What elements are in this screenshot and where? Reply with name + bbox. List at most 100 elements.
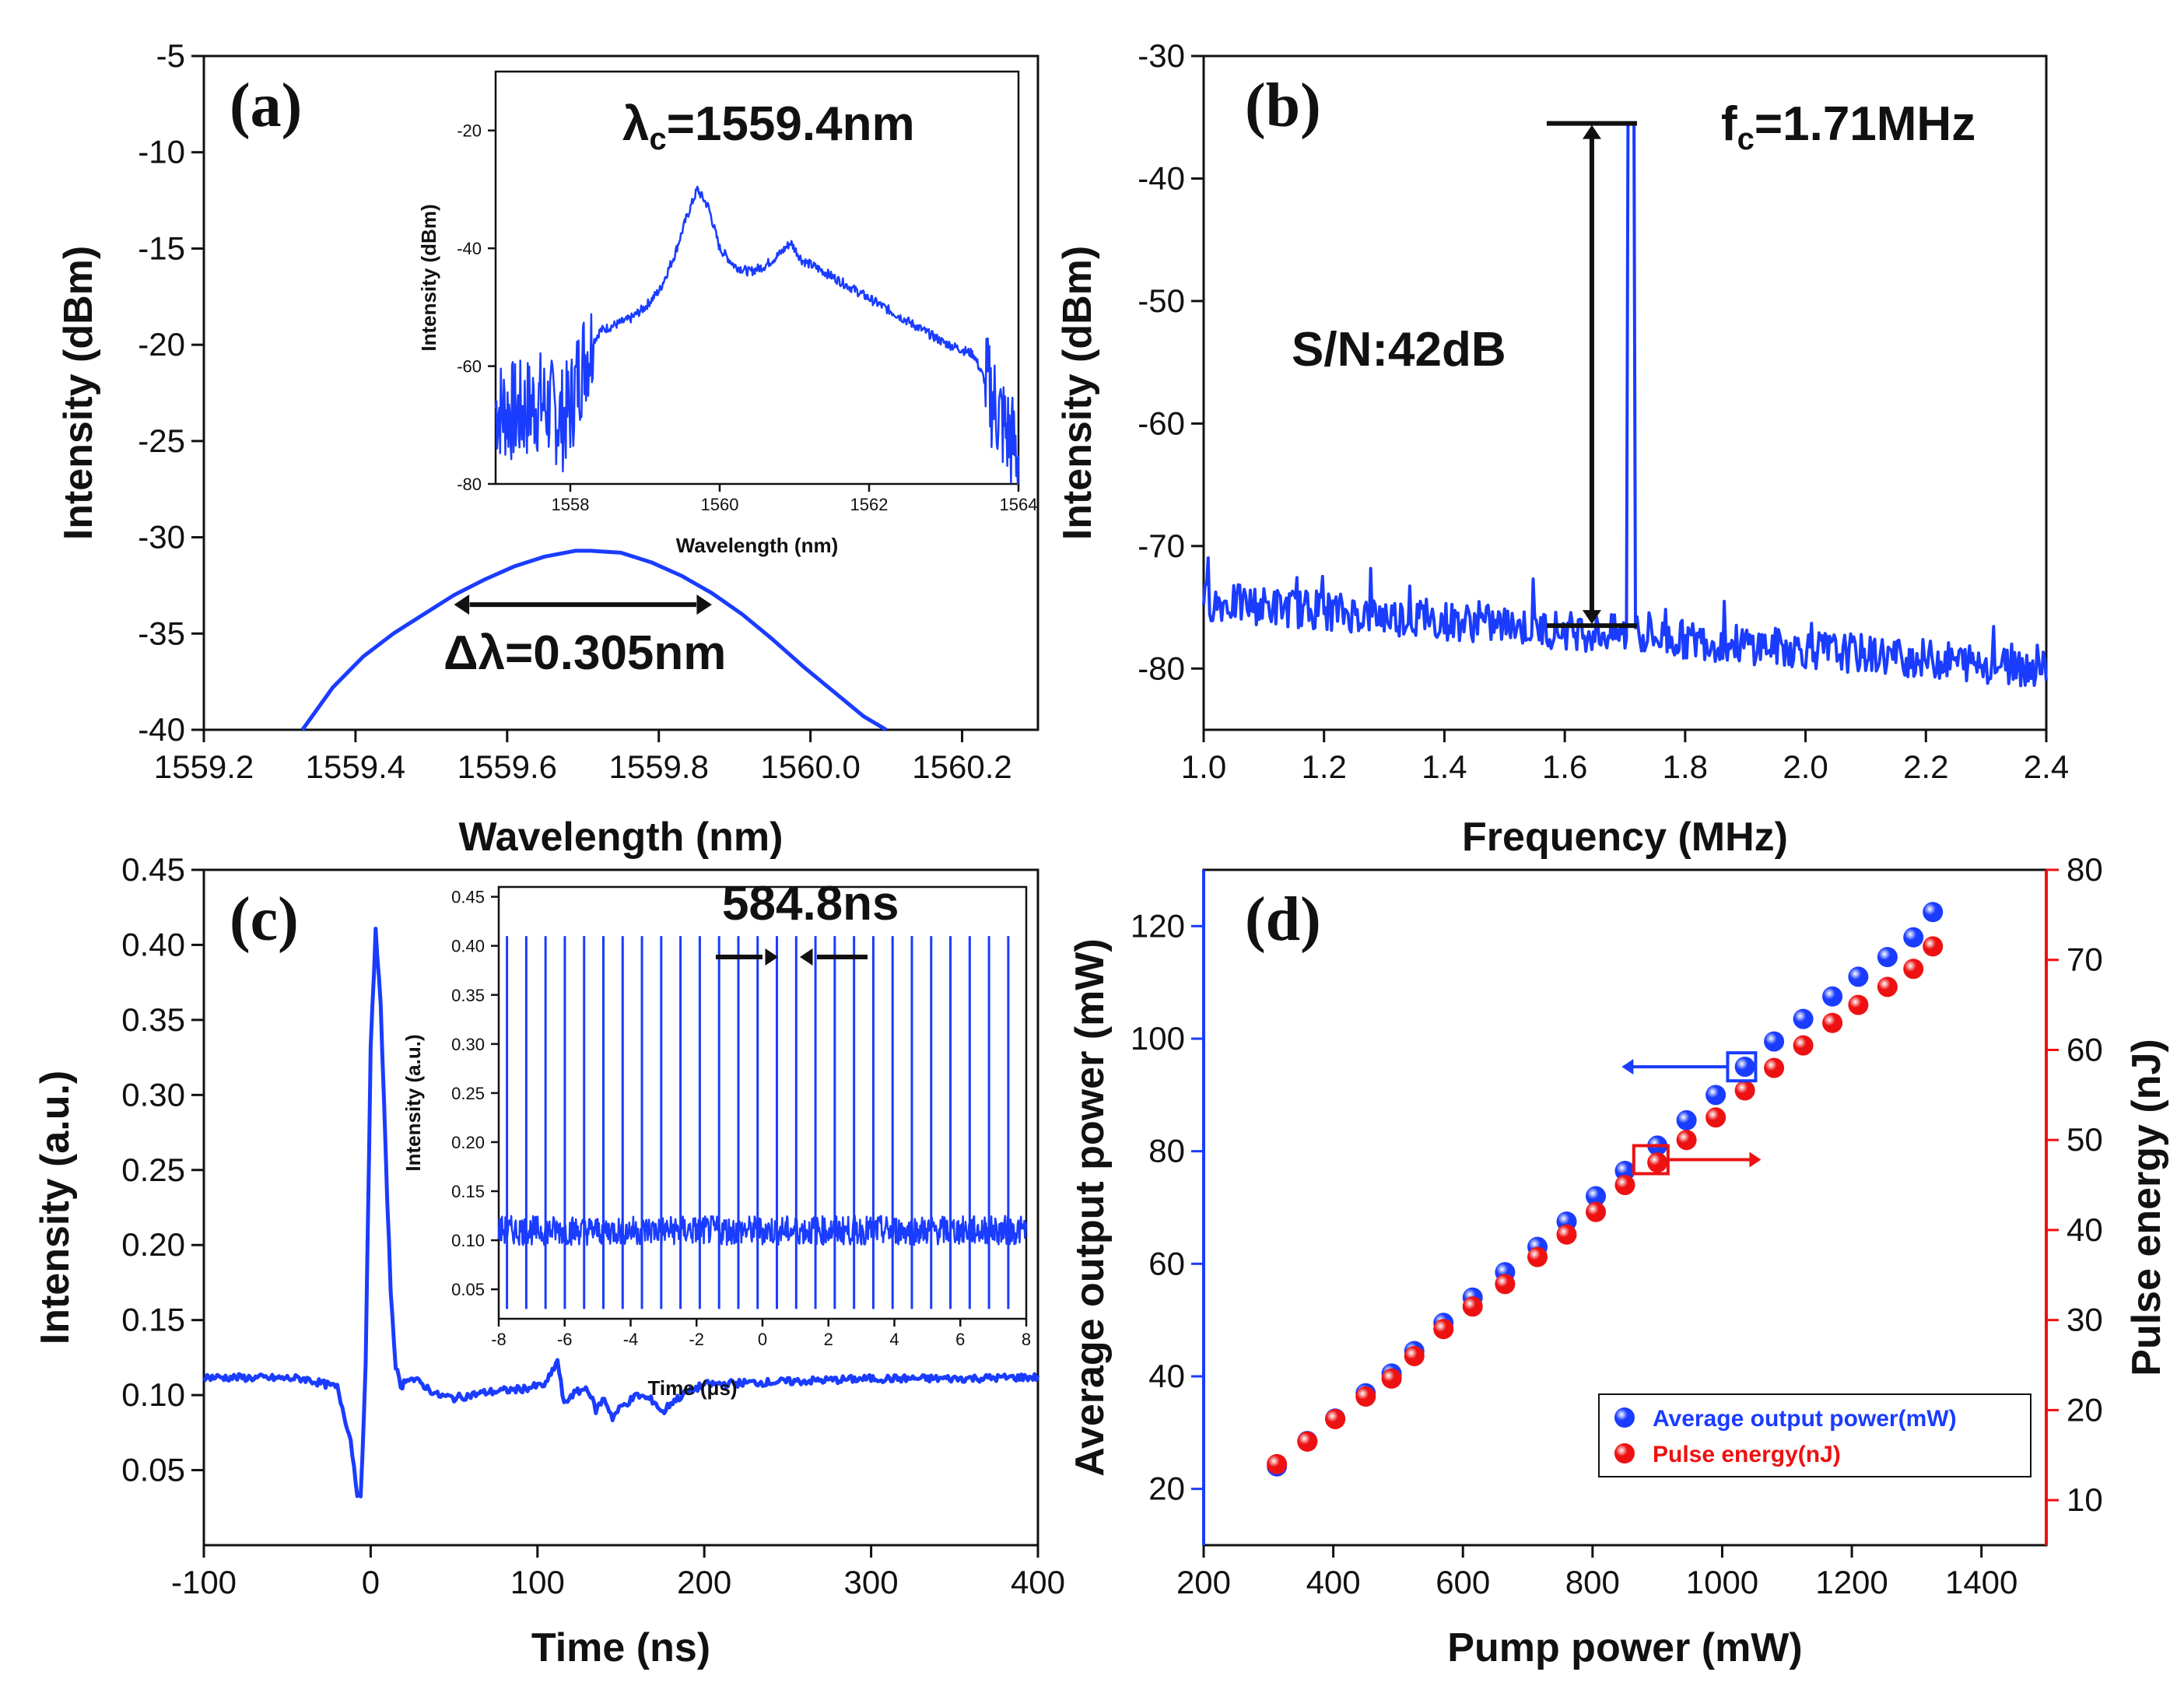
inset-spectrum-line [494, 185, 1020, 485]
x-tick-label: 1.4 [1422, 748, 1467, 785]
legend: Average output power(mW) Pulse energy(nJ) [1598, 1393, 2032, 1477]
inset-y-axis-title-c: Intensity (a.u.) [401, 1034, 425, 1171]
y-tick-label: 0.15 [121, 1302, 185, 1338]
single-pulse-line [202, 927, 1040, 1498]
avg-power-point [1793, 1008, 1814, 1029]
y-tick-label: 0.40 [121, 926, 185, 962]
center-wavelength-lambda: λ [622, 97, 649, 151]
x-tick-label: 0 [758, 1330, 767, 1349]
right-tick-label: 60 [2067, 1031, 2103, 1067]
y-tick-label: 40 [1148, 1358, 1185, 1394]
fwhm-arrow-right-head [696, 594, 712, 615]
y-tick-label: 0.35 [451, 986, 485, 1005]
y-tick-label: 0.20 [121, 1226, 185, 1263]
y-tick-label: -40 [457, 239, 482, 258]
y-tick-label: 0.05 [451, 1280, 485, 1299]
panel-label-c: (c) [230, 885, 299, 954]
pulse-energy-point [1822, 1012, 1843, 1033]
legend-marker-pulse-energy [1614, 1443, 1635, 1463]
y-tick-label: 0.25 [451, 1084, 485, 1103]
avg-power-point [1877, 947, 1898, 968]
avg-power-point [1848, 966, 1869, 987]
pulse-energy-point [1433, 1319, 1454, 1340]
x-tick-label: 1.8 [1663, 748, 1708, 785]
y-tick-label: -80 [457, 475, 482, 494]
x-tick-label: 1559.8 [608, 748, 708, 785]
x-tick-label: 2.2 [1903, 748, 1948, 785]
x-tick-label: 1559.2 [154, 748, 254, 785]
center-frequency-sub: c [1737, 122, 1755, 156]
pulse-energy-point [1793, 1035, 1814, 1056]
pulse-energy-point [1297, 1431, 1318, 1452]
center-frequency-value: =1.71MHz [1755, 97, 1975, 151]
x-tick-label: -6 [557, 1330, 573, 1349]
y-tick-label: 0.30 [451, 1035, 485, 1054]
pulse-energy-point [1267, 1453, 1288, 1474]
x-tick-label: 1200 [1815, 1564, 1888, 1600]
y-tick-label: -30 [138, 519, 185, 556]
pulse-energy-point [1903, 959, 1924, 980]
x-tick-label: 8 [1022, 1330, 1031, 1349]
y-tick-label: -20 [138, 326, 185, 363]
pulse-energy-point [1556, 1224, 1577, 1245]
y-tick-label: -50 [1138, 282, 1185, 319]
right-tick-label: 80 [2067, 851, 2103, 888]
avg-power-point [1676, 1109, 1697, 1130]
x-axis-title-c: Time (ns) [531, 1625, 710, 1670]
avg-power-point [1822, 986, 1843, 1007]
panel-a-inset-axes: 1558 1560 1562 1564 -80 -60 -40 -20 Wavelength (… [417, 70, 1037, 557]
avg-power-point [1764, 1031, 1785, 1052]
red-indicator-arrow-head [1749, 1151, 1762, 1168]
avg-power-point [1734, 1057, 1755, 1078]
right-tick-label: 30 [2067, 1302, 2103, 1338]
center-wavelength-value: =1559.4nm [667, 97, 915, 151]
x-tick-label: 0 [362, 1564, 380, 1600]
period-arrow-left-head [800, 948, 813, 966]
y-tick-label: 120 [1131, 907, 1185, 944]
y-tick-label: 0.25 [121, 1151, 185, 1188]
center-frequency-f: f [1721, 97, 1737, 151]
plot-frame [494, 70, 1020, 485]
legend-marker-avg-power [1614, 1407, 1635, 1428]
x-tick-label: 200 [677, 1564, 731, 1600]
x-axis-title-d: Pump power (mW) [1447, 1625, 1802, 1670]
inset-x-axis-title: Wavelength (nm) [676, 534, 838, 557]
x-tick-label: 400 [1011, 1564, 1065, 1600]
legend-frame [1598, 1393, 2032, 1477]
pulse-energy-point [1764, 1057, 1785, 1078]
inset-x-axis-title-c: Time (μs) [647, 1376, 737, 1400]
avg-power-point [1923, 902, 1944, 923]
pulse-energy-point [1586, 1201, 1607, 1222]
x-tick-label: 200 [1176, 1564, 1231, 1600]
plot-frame [1202, 54, 2048, 731]
panel-c-inset-axes: -8 -6 -4 -2 0 2 4 6 8 0.05 0.10 0.15 0.20 0.25 0.30 0.3… [401, 877, 1031, 1400]
x-tick-label: 2.0 [1783, 748, 1828, 785]
avg-power-point [1705, 1085, 1727, 1106]
x-tick-label: 6 [955, 1330, 965, 1349]
x-tick-label: 1.0 [1181, 748, 1226, 785]
pulse-energy-point [1325, 1408, 1346, 1429]
y-tick-label: -25 [138, 422, 185, 459]
panel-d-axes: 200 400 600 800 1000 1200 1400 20 40 60 80 100 120 10… [1067, 851, 2169, 1670]
rf-spectrum-line [1202, 121, 2048, 688]
y-tick-label: -40 [138, 711, 185, 748]
panel-label-d: (d) [1245, 885, 1321, 954]
right-tick-label: 40 [2067, 1211, 2103, 1248]
inset-y-axis-title: Intensity (dBm) [417, 204, 440, 351]
right-tick-label: 70 [2067, 941, 2103, 978]
y-tick-label: -5 [156, 37, 185, 74]
y-tick-label: 0.45 [121, 851, 185, 888]
y-tick-label: -35 [138, 615, 185, 651]
x-tick-label: 600 [1436, 1564, 1490, 1600]
period-label: 584.8ns [722, 877, 899, 931]
y-tick-label: 60 [1148, 1245, 1185, 1281]
x-tick-label: -4 [623, 1330, 639, 1349]
y-tick-label: -20 [457, 121, 482, 141]
y-tick-label: -40 [1138, 159, 1185, 196]
x-tick-label: 100 [510, 1564, 565, 1600]
pulse-energy-point [1462, 1296, 1483, 1317]
x-tick-label: 4 [889, 1330, 899, 1349]
x-tick-label: 1559.4 [306, 748, 405, 785]
panel-label-b: (b) [1245, 72, 1321, 140]
